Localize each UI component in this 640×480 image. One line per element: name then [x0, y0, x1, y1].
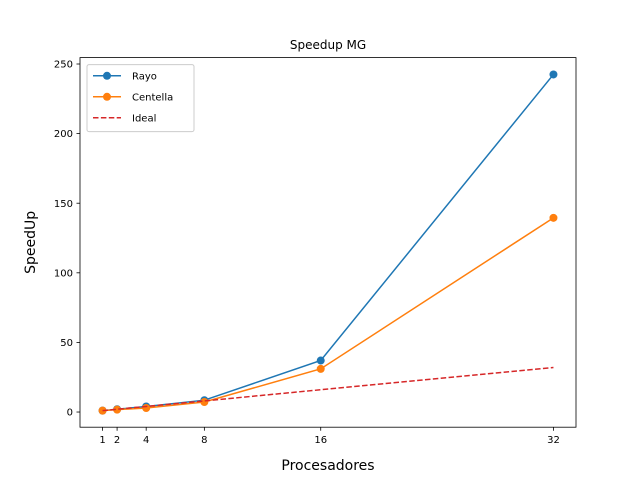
- series-line-ideal: [102, 366, 554, 412]
- legend-marker-centella: [103, 92, 111, 101]
- legend: Rayo Centella Ideal: [86, 64, 195, 133]
- x-tick-label: 32: [547, 435, 560, 446]
- y-axis-label: SpeedUp: [23, 211, 39, 274]
- series-layer: [98, 70, 558, 415]
- legend-label-ideal: Ideal: [132, 113, 156, 124]
- data-point-centella: [98, 406, 107, 415]
- chart-title: Speedup MG: [290, 38, 366, 52]
- legend-entry-rayo: Rayo: [93, 71, 157, 82]
- x-tick-label: 1: [99, 435, 105, 446]
- x-tick-label: 8: [201, 435, 207, 446]
- legend-entry-centella: Centella: [93, 92, 173, 103]
- data-point-centella: [200, 398, 209, 407]
- y-tick-label: 150: [54, 199, 73, 210]
- axes-frame: [79, 57, 577, 428]
- data-point-centella: [549, 213, 558, 222]
- data-point-rayo: [549, 70, 558, 79]
- y-tick-label: 250: [54, 60, 73, 71]
- data-point-rayo: [316, 356, 325, 365]
- x-tick-label: 16: [314, 435, 327, 446]
- legend-label-centella: Centella: [132, 92, 173, 103]
- data-point-centella: [113, 405, 122, 414]
- x-tick-label: 2: [114, 435, 120, 446]
- legend-marker-rayo: [103, 71, 111, 80]
- y-tick-label: 200: [54, 129, 73, 140]
- legend-label-rayo: Rayo: [132, 71, 157, 82]
- x-axis-label: Procesadores: [281, 458, 374, 474]
- series-ideal: [102, 366, 554, 412]
- data-point-centella: [316, 364, 325, 373]
- x-tick-label: 4: [143, 435, 149, 446]
- y-tick-label: 0: [67, 408, 73, 419]
- y-axis-ticks: 0 50 100 150 200 250: [54, 60, 80, 419]
- y-tick-label: 100: [54, 268, 73, 279]
- data-point-centella: [142, 403, 151, 412]
- y-tick-label: 50: [60, 338, 73, 349]
- legend-entry-ideal: Ideal: [93, 113, 156, 124]
- legend-box: [86, 64, 195, 133]
- x-axis-ticks: 1 2 4 8 16 32: [99, 427, 560, 446]
